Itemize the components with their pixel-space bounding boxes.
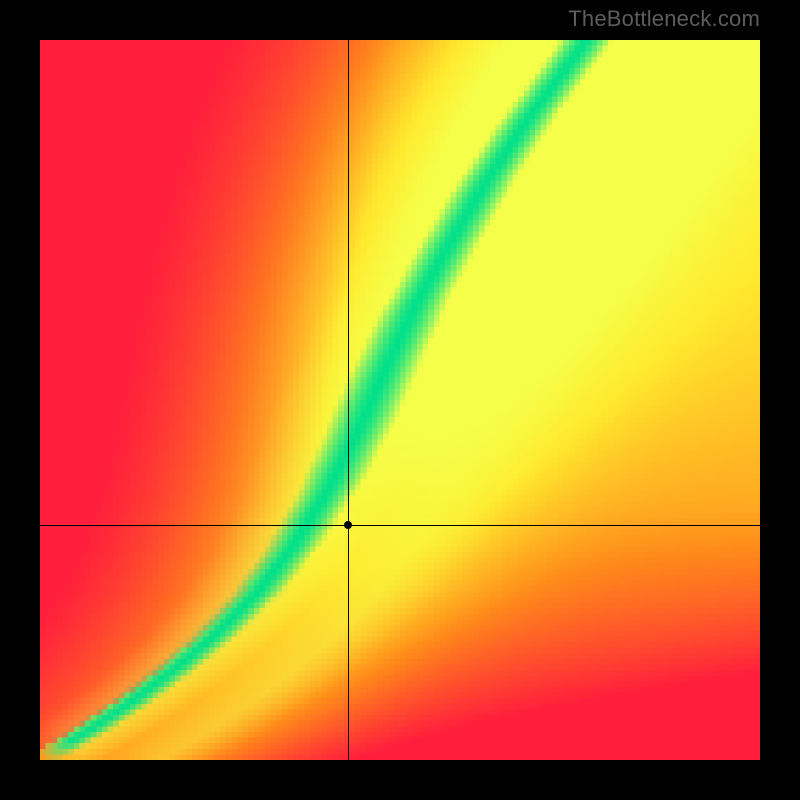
chart-frame (0, 0, 800, 800)
crosshair-vertical (348, 40, 349, 760)
watermark-text: TheBottleneck.com (568, 6, 760, 32)
crosshair-point (344, 521, 352, 529)
plot-area (40, 40, 760, 760)
crosshair-horizontal (40, 525, 760, 526)
heatmap-canvas (40, 40, 760, 760)
